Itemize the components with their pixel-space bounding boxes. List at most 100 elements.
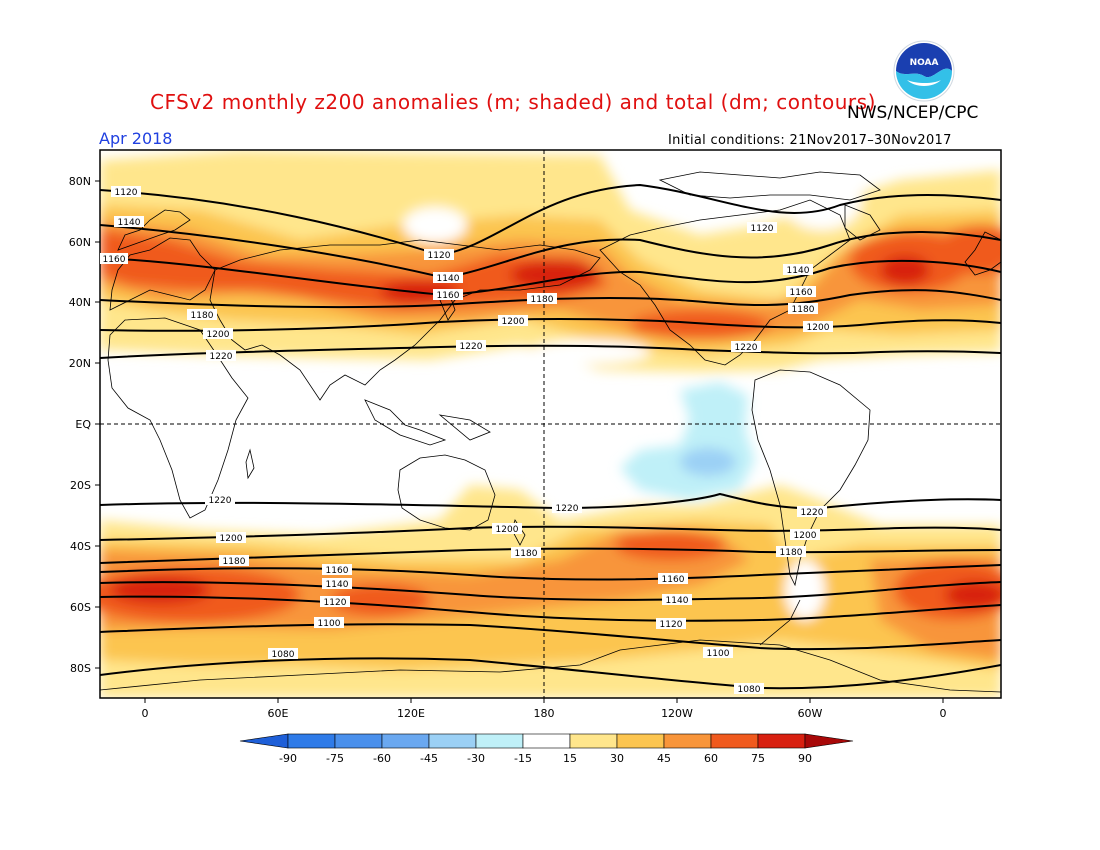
asia-coast — [209, 239, 601, 401]
lon-label: 0 — [940, 707, 947, 720]
colorbar-label: 45 — [657, 752, 671, 765]
contour-label: 1200 — [790, 529, 820, 541]
contour-1140-nh — [100, 224, 1001, 280]
svg-text:1180: 1180 — [792, 305, 815, 315]
contour-label: 1160 — [433, 289, 463, 301]
svg-text:1220: 1220 — [209, 496, 232, 506]
contour-1080-sh — [100, 657, 1001, 690]
contour-1120-nh — [100, 183, 1001, 257]
svg-text:1200: 1200 — [207, 330, 230, 340]
contour-label: 1160 — [100, 253, 128, 265]
contour-label: 1100 — [314, 617, 344, 629]
svg-text:1100: 1100 — [318, 619, 341, 629]
colorbar: -90 -75 -60 -45 -30 -15 15 30 45 60 75 90 — [239, 733, 854, 765]
colorbar-label: 60 — [704, 752, 718, 765]
contour-1160-nh — [100, 257, 1001, 297]
colorbar-box — [616, 733, 665, 749]
colorbar-label: -75 — [326, 752, 344, 765]
contour-1220-sh — [100, 492, 1001, 510]
svg-text:1200: 1200 — [807, 323, 830, 333]
lon-label: 120W — [661, 707, 693, 720]
lon-label: 60W — [798, 707, 823, 720]
svg-text:1200: 1200 — [502, 317, 525, 327]
contour-label: 1180 — [776, 546, 806, 558]
contour-label: 1200 — [203, 328, 233, 340]
colorbar-label: -45 — [420, 752, 438, 765]
svg-text:1180: 1180 — [191, 311, 214, 321]
colorbar-label: -15 — [514, 752, 532, 765]
colorbar-box — [710, 733, 759, 749]
colorbar-arrow-low — [239, 733, 289, 749]
svg-text:1120: 1120 — [324, 598, 347, 608]
colorbar-arrow-high — [804, 733, 854, 749]
contour-1120-sh — [100, 595, 1001, 622]
svg-text:1200: 1200 — [496, 525, 519, 535]
svg-text:1220: 1220 — [556, 504, 579, 514]
antarctica-coast — [100, 639, 1001, 693]
contour-label: 1160 — [658, 573, 688, 585]
contour-1220-nh — [100, 344, 1001, 359]
colorbar-label: 90 — [798, 752, 812, 765]
contour-label: 1200 — [803, 321, 833, 333]
svg-text:1180: 1180 — [780, 548, 803, 558]
lon-label: 120E — [397, 707, 425, 720]
contour-labels: 1120 1140 1160 1120 1140 1160 1180 1200 … — [100, 186, 833, 695]
contour-label: 1200 — [216, 532, 246, 544]
svg-text:1160: 1160 — [103, 255, 126, 265]
lon-label: 60E — [268, 707, 289, 720]
svg-text:1220: 1220 — [735, 343, 758, 353]
lat-label: 60N — [69, 236, 91, 249]
height-contours — [100, 183, 1001, 690]
lat-label: 60S — [70, 601, 91, 614]
contour-label: 1120 — [656, 618, 686, 630]
colorbar-label: 30 — [610, 752, 624, 765]
north-america-coast — [599, 199, 851, 366]
contour-1200-nh — [100, 318, 1001, 332]
lat-label: 40N — [69, 296, 91, 309]
contour-label: 1140 — [433, 272, 463, 284]
latitude-axis: 80N 60N 40N 20N EQ 20S 40S 60S 80S — [69, 175, 100, 675]
contour-1200-sh — [100, 525, 1001, 541]
colorbar-label: 75 — [751, 752, 765, 765]
period-label: Apr 2018 — [99, 129, 173, 148]
contour-1100-sh — [100, 623, 1001, 651]
contour-label: 1220 — [552, 502, 582, 514]
contour-label: 1180 — [511, 547, 541, 559]
colorbar-box — [287, 733, 336, 749]
lat-label: 20S — [70, 479, 91, 492]
contour-label: 1120 — [747, 222, 777, 234]
colorbar-box — [757, 733, 806, 749]
colorbar-box — [569, 733, 618, 749]
colorbar-box — [522, 733, 571, 749]
contour-label: 1220 — [456, 340, 486, 352]
contour-label: 1140 — [662, 594, 692, 606]
svg-text:1080: 1080 — [272, 650, 295, 660]
svg-text:1140: 1140 — [787, 266, 810, 276]
svg-text:1120: 1120 — [115, 188, 138, 198]
contour-label: 1200 — [498, 315, 528, 327]
page-title: CFSv2 monthly z200 anomalies (m; shaded)… — [150, 90, 876, 114]
contour-label: 1120 — [320, 596, 350, 608]
lon-label: 180 — [534, 707, 555, 720]
lat-label: 40S — [70, 540, 91, 553]
svg-text:1120: 1120 — [660, 620, 683, 630]
svg-text:1100: 1100 — [707, 649, 730, 659]
svg-text:1140: 1140 — [118, 218, 141, 228]
contour-label: 1200 — [492, 523, 522, 535]
colorbar-label: -60 — [373, 752, 391, 765]
noaa-logo-icon: NOAA — [893, 40, 955, 102]
svg-text:1140: 1140 — [666, 596, 689, 606]
svg-text:1220: 1220 — [801, 508, 824, 518]
svg-text:1180: 1180 — [531, 295, 554, 305]
contour-label: 1100 — [703, 647, 733, 659]
contour-label: 1080 — [268, 648, 298, 660]
colorbar-label: -90 — [279, 752, 297, 765]
contour-label: 1120 — [111, 186, 141, 198]
svg-text:1180: 1180 — [223, 557, 246, 567]
contour-label: 1140 — [322, 578, 352, 590]
contour-label: 1160 — [786, 286, 816, 298]
noaa-logo-text: NOAA — [910, 58, 939, 68]
svg-text:1160: 1160 — [790, 288, 813, 298]
svg-text:1200: 1200 — [220, 534, 243, 544]
contour-label: 1080 — [734, 683, 764, 695]
